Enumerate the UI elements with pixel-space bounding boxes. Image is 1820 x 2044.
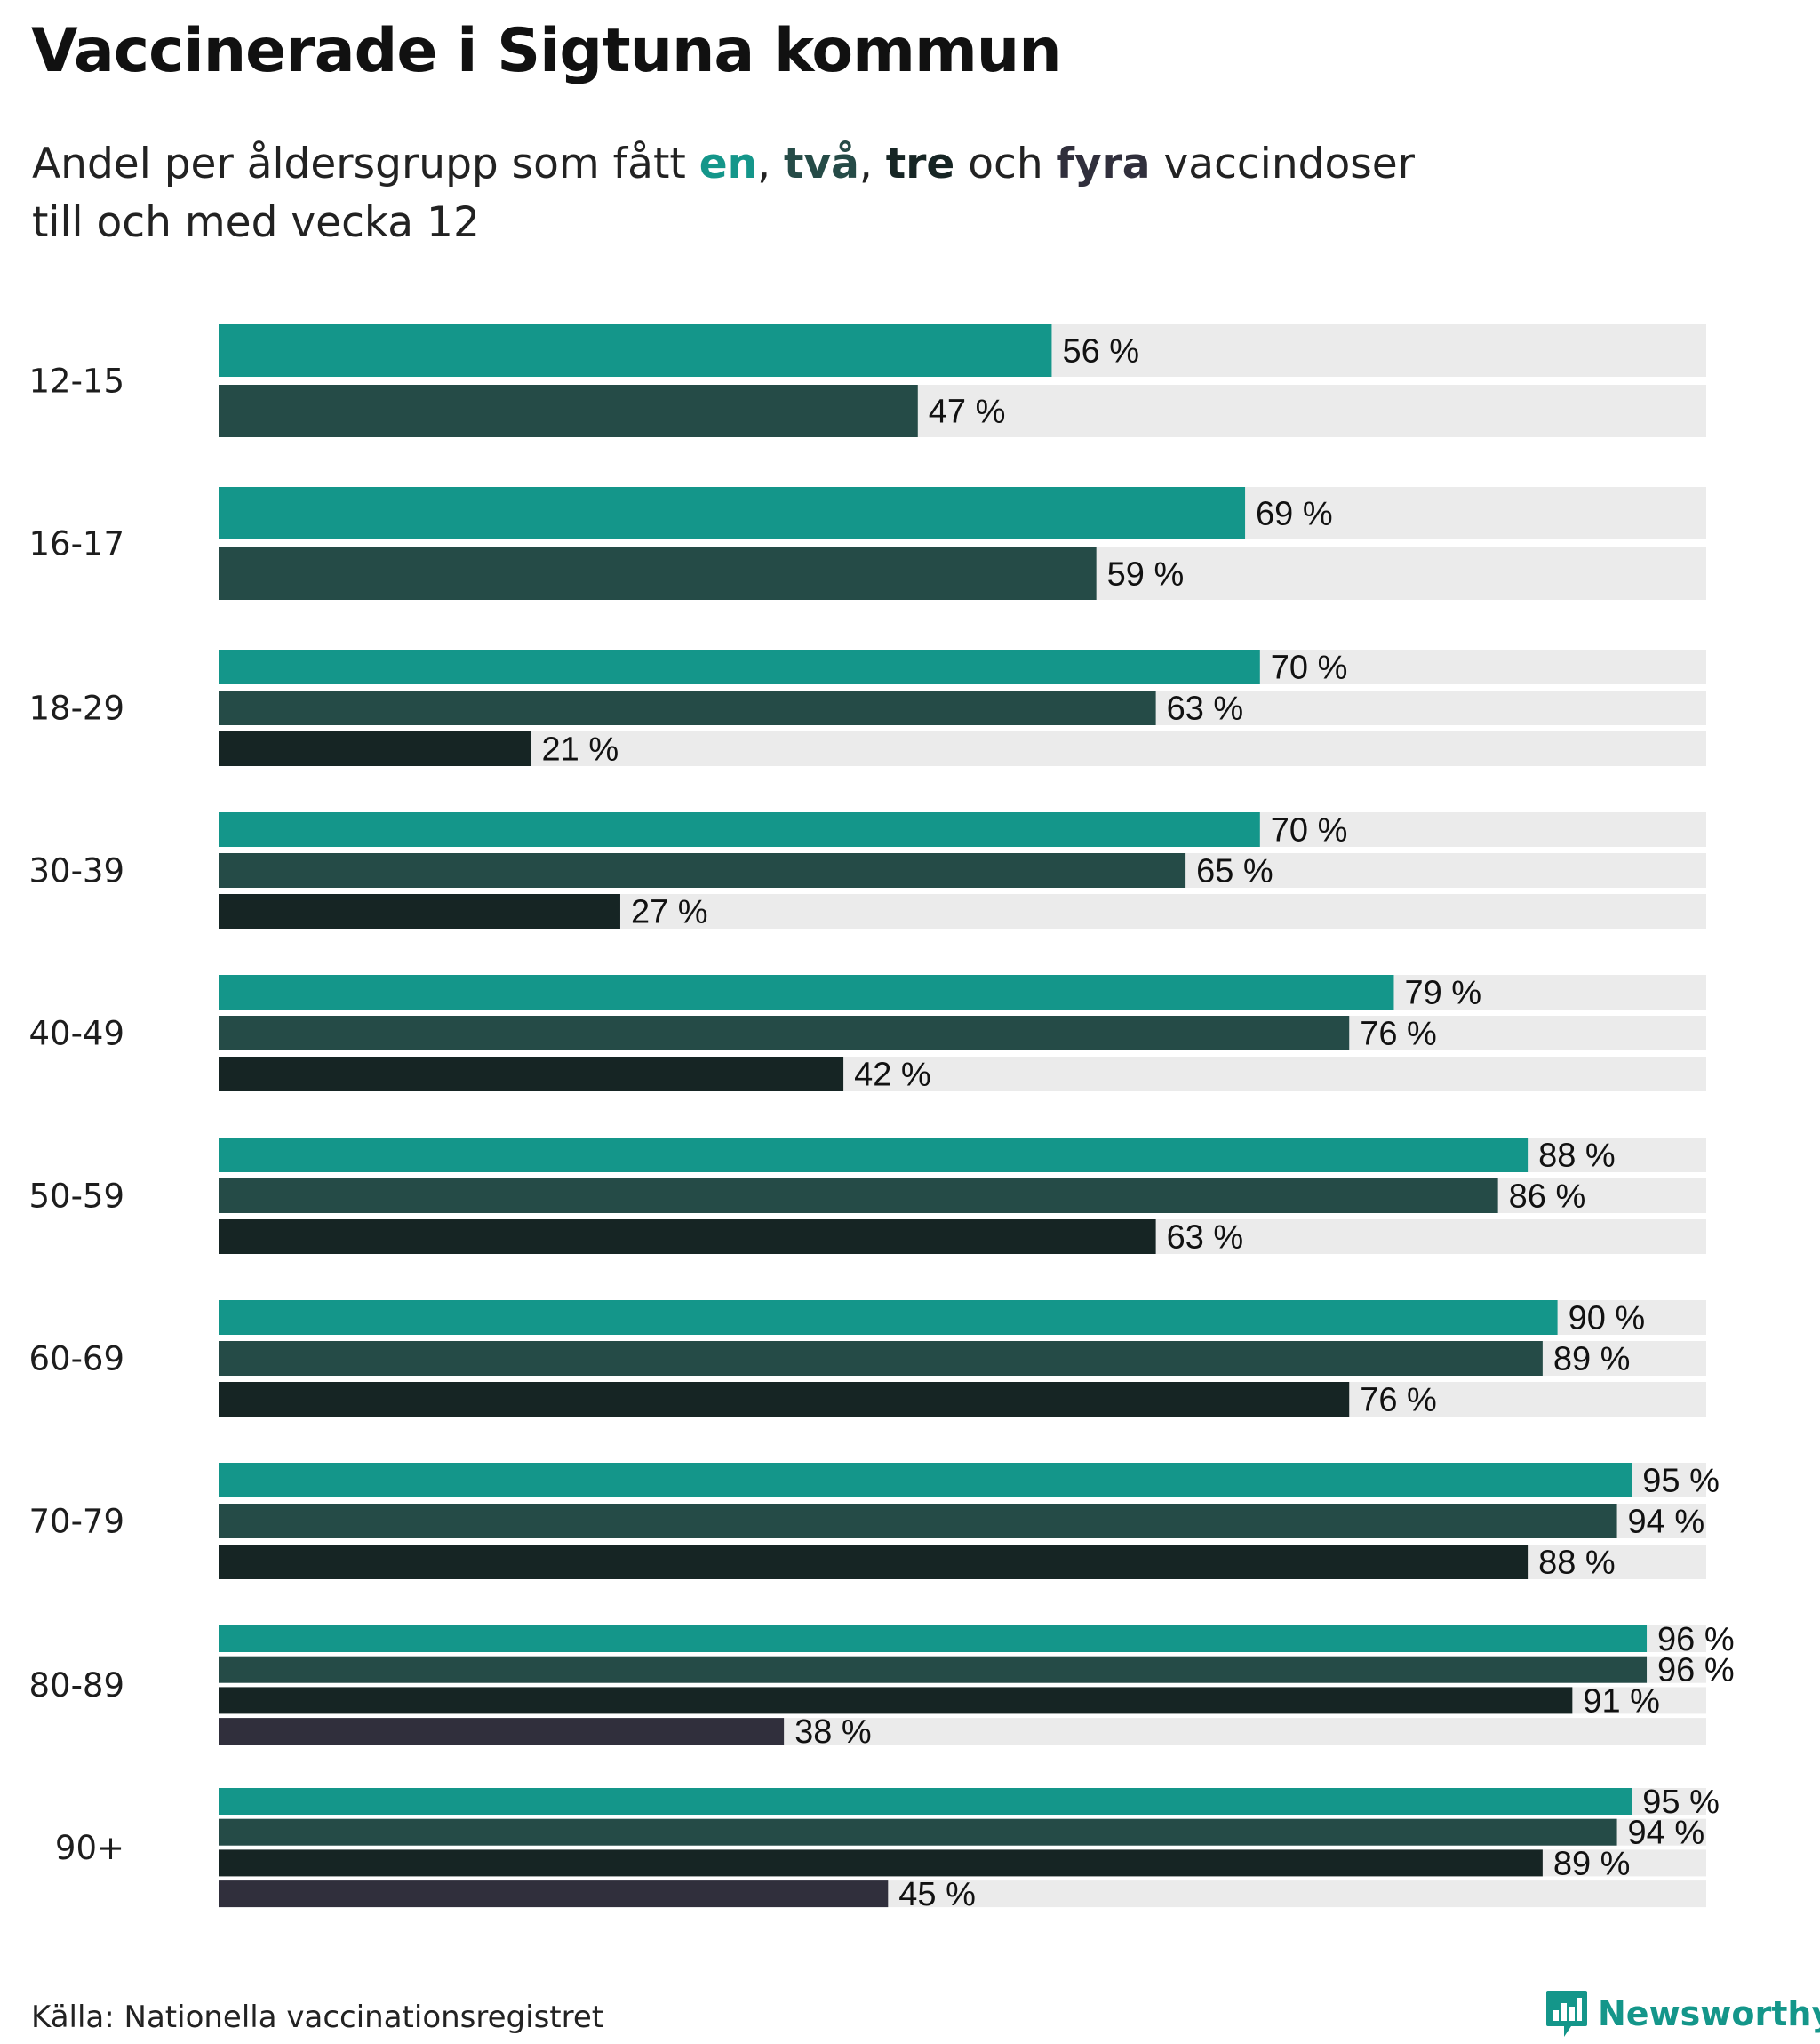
value-label: 21 %: [542, 731, 619, 769]
bar-två: [219, 691, 1156, 725]
bar-tre: [219, 1687, 1573, 1714]
value-label: 56 %: [1062, 333, 1139, 371]
bar-en: [219, 975, 1394, 1010]
value-label: 45 %: [898, 1876, 976, 1913]
legend-dose-3: tre: [885, 140, 955, 188]
value-label: 47 %: [929, 394, 1006, 431]
chart-title: Vaccinerade i Sigtuna kommun: [31, 16, 1062, 86]
bar-en: [219, 1138, 1529, 1172]
value-label: 90 %: [1569, 1300, 1646, 1337]
value-label: 88 %: [1538, 1545, 1616, 1582]
value-label: 79 %: [1404, 975, 1481, 1012]
value-label: 27 %: [631, 894, 708, 931]
category-label: 12-15: [28, 363, 124, 401]
bar-två: [219, 1341, 1543, 1376]
bar-en: [219, 812, 1260, 847]
bar-chart-speech-bubble-icon: [1546, 1991, 1587, 2037]
category-label: 80-89: [28, 1666, 124, 1705]
brand-name: Newsworthy: [1598, 1994, 1820, 2033]
bar-en: [219, 1300, 1558, 1335]
bar-en: [219, 487, 1246, 539]
value-label: 88 %: [1538, 1138, 1616, 1175]
value-label: 89 %: [1553, 1341, 1631, 1378]
legend-dose-4: fyra: [1056, 140, 1151, 188]
category-label: 70-79: [28, 1503, 124, 1541]
bar-fyra: [219, 1718, 785, 1745]
category-label: 16-17: [28, 525, 124, 563]
bar-tre: [219, 731, 531, 766]
subtitle-separator: ,: [858, 140, 886, 188]
value-label: 89 %: [1553, 1845, 1631, 1882]
bar-två: [219, 1656, 1648, 1683]
brand-logo: Newsworthy: [1545, 1989, 1820, 2039]
bar-tre: [219, 1057, 844, 1091]
value-label: 63 %: [1167, 691, 1244, 728]
value-label: 76 %: [1360, 1382, 1437, 1419]
value-label: 65 %: [1196, 853, 1273, 890]
value-label: 95 %: [1642, 1463, 1720, 1500]
value-label: 96 %: [1657, 1621, 1735, 1658]
bar-en: [219, 1625, 1648, 1652]
subtitle-line-2: till och med vecka 12: [32, 198, 480, 247]
value-label: 94 %: [1628, 1504, 1705, 1541]
subtitle-prefix: Andel per åldersgrupp som fått: [32, 140, 699, 188]
category-label: 50-59: [28, 1178, 124, 1216]
bar-två: [219, 853, 1186, 888]
bar-två: [219, 1818, 1617, 1846]
bar-tre: [219, 894, 620, 929]
bar-tre: [219, 1849, 1543, 1877]
bar-en: [219, 1463, 1632, 1497]
bar-en: [219, 324, 1052, 377]
value-label: 96 %: [1657, 1652, 1735, 1689]
bar-fyra: [219, 1880, 889, 1908]
value-label: 38 %: [794, 1713, 872, 1751]
bar-en: [219, 650, 1260, 684]
bar-två: [219, 1504, 1617, 1538]
value-label: 42 %: [854, 1057, 931, 1094]
value-label: 70 %: [1271, 650, 1348, 687]
bar-tre: [219, 1382, 1350, 1417]
subtitle-separator: och: [954, 140, 1057, 188]
value-label: 91 %: [1583, 1682, 1660, 1720]
category-label: 18-29: [28, 690, 124, 728]
value-label: 86 %: [1509, 1178, 1586, 1216]
value-label: 63 %: [1167, 1219, 1244, 1257]
value-label: 59 %: [1107, 556, 1185, 594]
bar-två: [219, 1178, 1498, 1213]
bar-två: [219, 385, 918, 437]
bar-tre: [219, 1219, 1156, 1254]
chart-subtitle: Andel per åldersgrupp som fått en, två, …: [32, 135, 1720, 252]
value-label: 76 %: [1360, 1016, 1437, 1053]
value-label: 69 %: [1256, 496, 1333, 533]
subtitle-suffix: vaccindoser: [1150, 140, 1415, 188]
bar-två: [219, 547, 1097, 600]
legend-dose-2: två: [784, 140, 859, 188]
value-label: 95 %: [1642, 1784, 1720, 1821]
category-label: 30-39: [28, 852, 124, 890]
value-label: 94 %: [1628, 1815, 1705, 1852]
subtitle-separator: ,: [757, 140, 785, 188]
bar-tre: [219, 1545, 1529, 1579]
value-label: 70 %: [1271, 812, 1348, 850]
bar-en: [219, 1788, 1632, 1815]
legend-dose-1: en: [698, 140, 758, 188]
source-note: Källa: Nationella vaccinationsregistret: [31, 2000, 604, 2035]
bar-två: [219, 1016, 1350, 1050]
category-label: 90+: [55, 1829, 124, 1867]
category-label: 40-49: [28, 1015, 124, 1053]
category-label: 60-69: [28, 1340, 124, 1378]
